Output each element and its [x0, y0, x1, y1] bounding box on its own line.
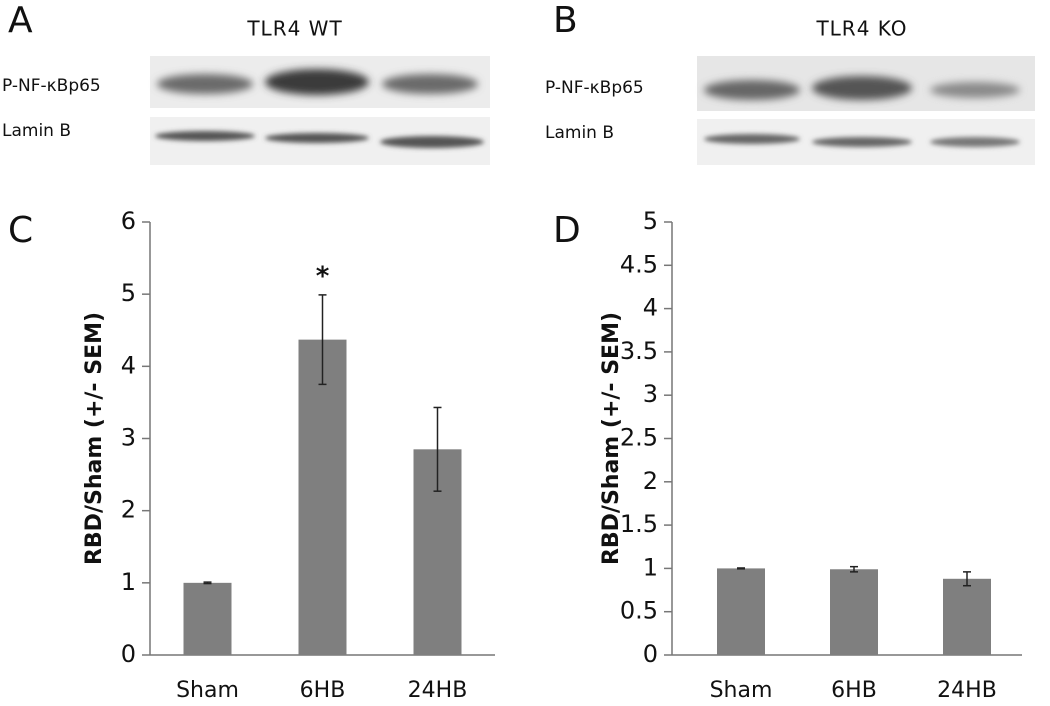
y-tick-label: 2	[121, 496, 136, 524]
y-tick-label: 1	[121, 568, 136, 596]
panel-title: TLR4 KO	[815, 17, 907, 41]
blot-label: Lamin B	[545, 123, 614, 143]
y-tick-label: 5	[121, 279, 136, 307]
bar	[943, 578, 991, 655]
error-bar	[318, 294, 327, 386]
blot	[697, 56, 1035, 165]
bar	[830, 569, 878, 655]
error-bar	[963, 571, 971, 587]
panel-letter: D	[553, 210, 581, 251]
y-tick-label: 5	[643, 207, 658, 235]
blot-label: P-NF-κBp65	[545, 78, 644, 98]
annotation: *	[316, 261, 330, 291]
y-tick-label: 3	[643, 380, 658, 408]
y-tick-label: 1.5	[620, 510, 658, 538]
y-tick-label: 0	[643, 640, 658, 668]
y-tick-label: 0	[121, 640, 136, 668]
x-tick-label: 24HB	[937, 678, 997, 703]
blot-label: P-NF-κBp65	[2, 76, 101, 96]
x-tick-label: 24HB	[408, 678, 468, 703]
y-tick-label: 1	[643, 553, 658, 581]
blot	[150, 56, 490, 165]
y-tick-label: 2	[643, 467, 658, 495]
y-tick-label: 3.5	[620, 337, 658, 365]
error-bar	[433, 406, 442, 492]
y-tick-label: 4	[643, 294, 658, 322]
panel-title: TLR4 WT	[246, 17, 342, 41]
y-axis-label: RBD/Sham (+/- SEM)	[82, 312, 107, 565]
error-bar	[737, 567, 745, 570]
panel-letter: B	[553, 0, 578, 41]
y-tick-label: 2.5	[620, 424, 658, 452]
y-axis-label: RBD/Sham (+/- SEM)	[599, 312, 624, 565]
x-tick-label: 6HB	[300, 678, 346, 703]
y-tick-label: 4	[121, 351, 136, 379]
error-bar	[850, 565, 858, 573]
y-tick-label: 0.5	[620, 597, 658, 625]
y-tick-label: 4.5	[620, 250, 658, 278]
x-tick-label: Sham	[176, 678, 239, 703]
y-tick-label: 3	[121, 424, 136, 452]
bar	[298, 339, 347, 655]
blot-label: Lamin B	[2, 121, 71, 141]
y-tick-label: 6	[121, 207, 136, 235]
bar	[183, 582, 232, 655]
panel-letter: A	[8, 0, 33, 41]
panel-letter: C	[8, 210, 33, 251]
x-tick-label: 6HB	[831, 678, 877, 703]
x-tick-label: Sham	[710, 678, 773, 703]
error-bar	[203, 581, 212, 585]
bar	[717, 568, 765, 655]
